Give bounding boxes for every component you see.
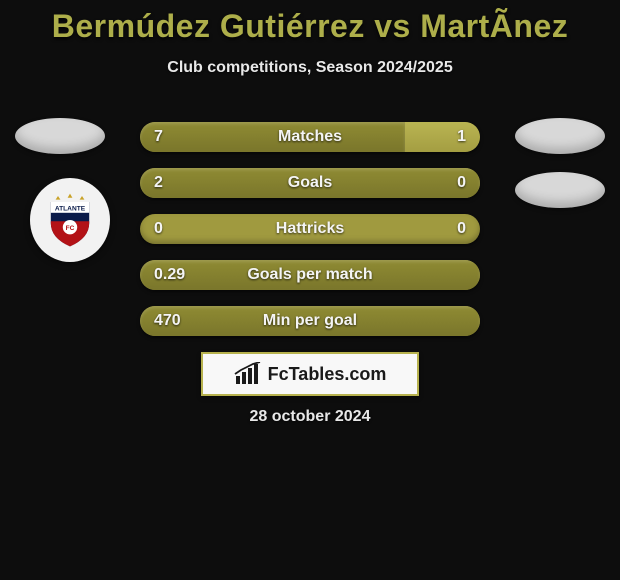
player-right-club-placeholder — [515, 172, 605, 208]
stat-row-hattricks: 0 Hattricks 0 — [140, 214, 480, 244]
brand-text: FcTables.com — [268, 364, 387, 385]
stats-bars: 7 Matches 1 2 Goals 0 0 Hattricks 0 0.29… — [140, 122, 480, 352]
stat-row-matches: 7 Matches 1 — [140, 122, 480, 152]
stat-value-left: 0.29 — [154, 266, 185, 284]
stat-row-min-per-goal: 470 Min per goal — [140, 306, 480, 336]
player-left-club-badge: ATLANTE FC — [30, 178, 110, 262]
atlante-shield-icon: ATLANTE FC — [40, 190, 100, 250]
bar-chart-icon — [234, 362, 262, 386]
stat-label: Goals per match — [247, 266, 372, 284]
stat-fill-left — [140, 122, 405, 152]
page-title: Bermúdez Gutiérrez vs MartÃ­nez — [0, 0, 620, 45]
stat-label: Hattricks — [276, 220, 344, 238]
stat-value-left: 470 — [154, 312, 181, 330]
subtitle: Club competitions, Season 2024/2025 — [0, 59, 620, 77]
stat-fill-right — [405, 122, 480, 152]
stat-value-right: 0 — [457, 220, 466, 238]
stat-value-right: 1 — [457, 128, 466, 146]
stat-value-left: 0 — [154, 220, 163, 238]
brand-badge: FcTables.com — [201, 352, 419, 396]
stat-row-goals: 2 Goals 0 — [140, 168, 480, 198]
player-right-avatar-placeholder — [515, 118, 605, 154]
stat-label: Matches — [278, 128, 342, 146]
stat-label: Min per goal — [263, 312, 357, 330]
player-left-avatar-placeholder — [15, 118, 105, 154]
club-badge-name: ATLANTE — [55, 205, 86, 212]
stat-value-left: 2 — [154, 174, 163, 192]
stat-row-goals-per-match: 0.29 Goals per match — [140, 260, 480, 290]
stat-label: Goals — [288, 174, 332, 192]
date-line: 28 october 2024 — [0, 408, 620, 426]
stat-value-left: 7 — [154, 128, 163, 146]
club-badge-sub: FC — [66, 225, 75, 232]
stat-value-right: 0 — [457, 174, 466, 192]
